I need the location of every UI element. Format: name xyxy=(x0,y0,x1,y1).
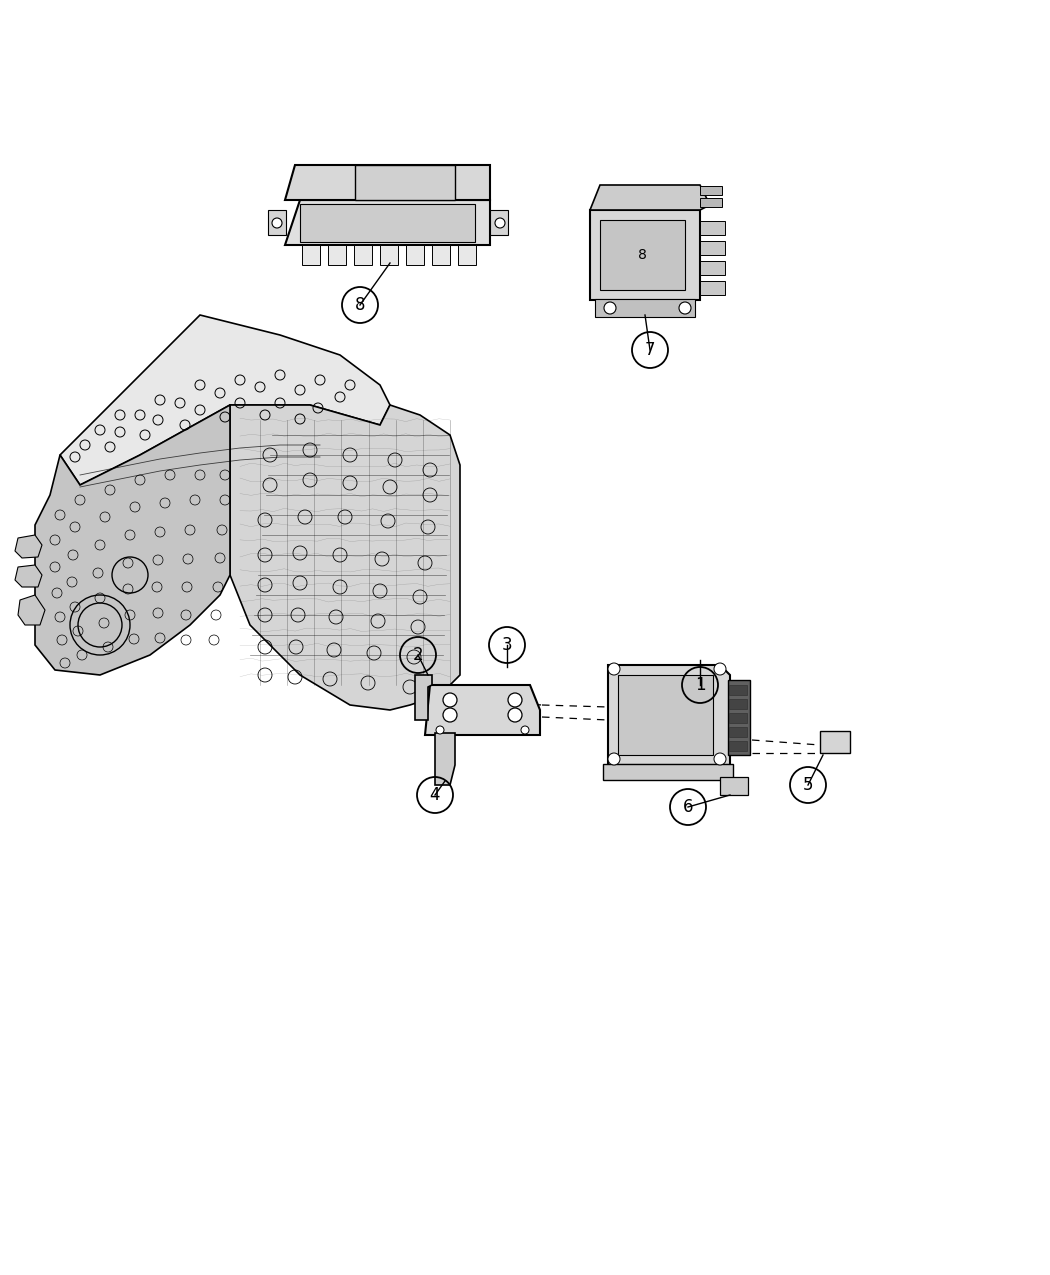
FancyBboxPatch shape xyxy=(700,261,724,275)
FancyBboxPatch shape xyxy=(380,245,398,265)
Text: 6: 6 xyxy=(682,798,693,816)
Polygon shape xyxy=(285,164,490,200)
FancyBboxPatch shape xyxy=(432,245,450,265)
FancyBboxPatch shape xyxy=(600,221,685,289)
Text: 8: 8 xyxy=(637,249,647,261)
Text: 5: 5 xyxy=(803,776,814,794)
Polygon shape xyxy=(15,536,42,558)
FancyBboxPatch shape xyxy=(700,186,722,195)
Circle shape xyxy=(604,302,616,314)
Circle shape xyxy=(608,663,619,674)
Circle shape xyxy=(508,708,522,722)
Circle shape xyxy=(714,754,726,765)
Polygon shape xyxy=(15,565,42,587)
Circle shape xyxy=(608,754,619,765)
FancyBboxPatch shape xyxy=(729,741,747,751)
FancyBboxPatch shape xyxy=(729,699,747,709)
FancyBboxPatch shape xyxy=(729,685,747,695)
Polygon shape xyxy=(415,674,432,720)
FancyBboxPatch shape xyxy=(406,245,424,265)
Circle shape xyxy=(714,663,726,674)
Text: 3: 3 xyxy=(502,636,512,654)
Text: 1: 1 xyxy=(695,676,706,694)
Polygon shape xyxy=(425,685,540,734)
FancyBboxPatch shape xyxy=(720,776,748,796)
FancyBboxPatch shape xyxy=(300,204,475,242)
Polygon shape xyxy=(590,185,710,210)
Circle shape xyxy=(443,708,457,722)
FancyBboxPatch shape xyxy=(729,713,747,723)
Circle shape xyxy=(508,694,522,708)
FancyBboxPatch shape xyxy=(458,245,476,265)
Circle shape xyxy=(521,725,529,734)
Text: 7: 7 xyxy=(645,340,655,360)
FancyBboxPatch shape xyxy=(354,245,372,265)
FancyBboxPatch shape xyxy=(728,680,750,755)
Circle shape xyxy=(436,725,444,734)
Polygon shape xyxy=(435,733,455,785)
Polygon shape xyxy=(35,405,230,674)
Polygon shape xyxy=(18,595,45,625)
Text: 2: 2 xyxy=(413,646,423,664)
FancyBboxPatch shape xyxy=(729,727,747,737)
Circle shape xyxy=(443,694,457,708)
Polygon shape xyxy=(60,315,390,484)
FancyBboxPatch shape xyxy=(700,221,724,235)
Polygon shape xyxy=(590,210,700,300)
FancyBboxPatch shape xyxy=(490,210,508,235)
FancyBboxPatch shape xyxy=(618,674,713,755)
FancyBboxPatch shape xyxy=(603,764,733,780)
FancyBboxPatch shape xyxy=(268,210,286,235)
Text: 4: 4 xyxy=(429,785,440,805)
FancyBboxPatch shape xyxy=(700,198,722,207)
FancyBboxPatch shape xyxy=(700,280,724,295)
Polygon shape xyxy=(230,405,460,710)
Polygon shape xyxy=(608,666,730,765)
Circle shape xyxy=(679,302,691,314)
FancyBboxPatch shape xyxy=(355,164,455,200)
FancyBboxPatch shape xyxy=(302,245,320,265)
FancyBboxPatch shape xyxy=(595,300,695,317)
FancyBboxPatch shape xyxy=(700,241,724,255)
FancyBboxPatch shape xyxy=(328,245,347,265)
Circle shape xyxy=(495,218,505,228)
Text: 8: 8 xyxy=(355,296,365,314)
Circle shape xyxy=(272,218,282,228)
Polygon shape xyxy=(285,200,490,245)
FancyBboxPatch shape xyxy=(820,731,851,754)
